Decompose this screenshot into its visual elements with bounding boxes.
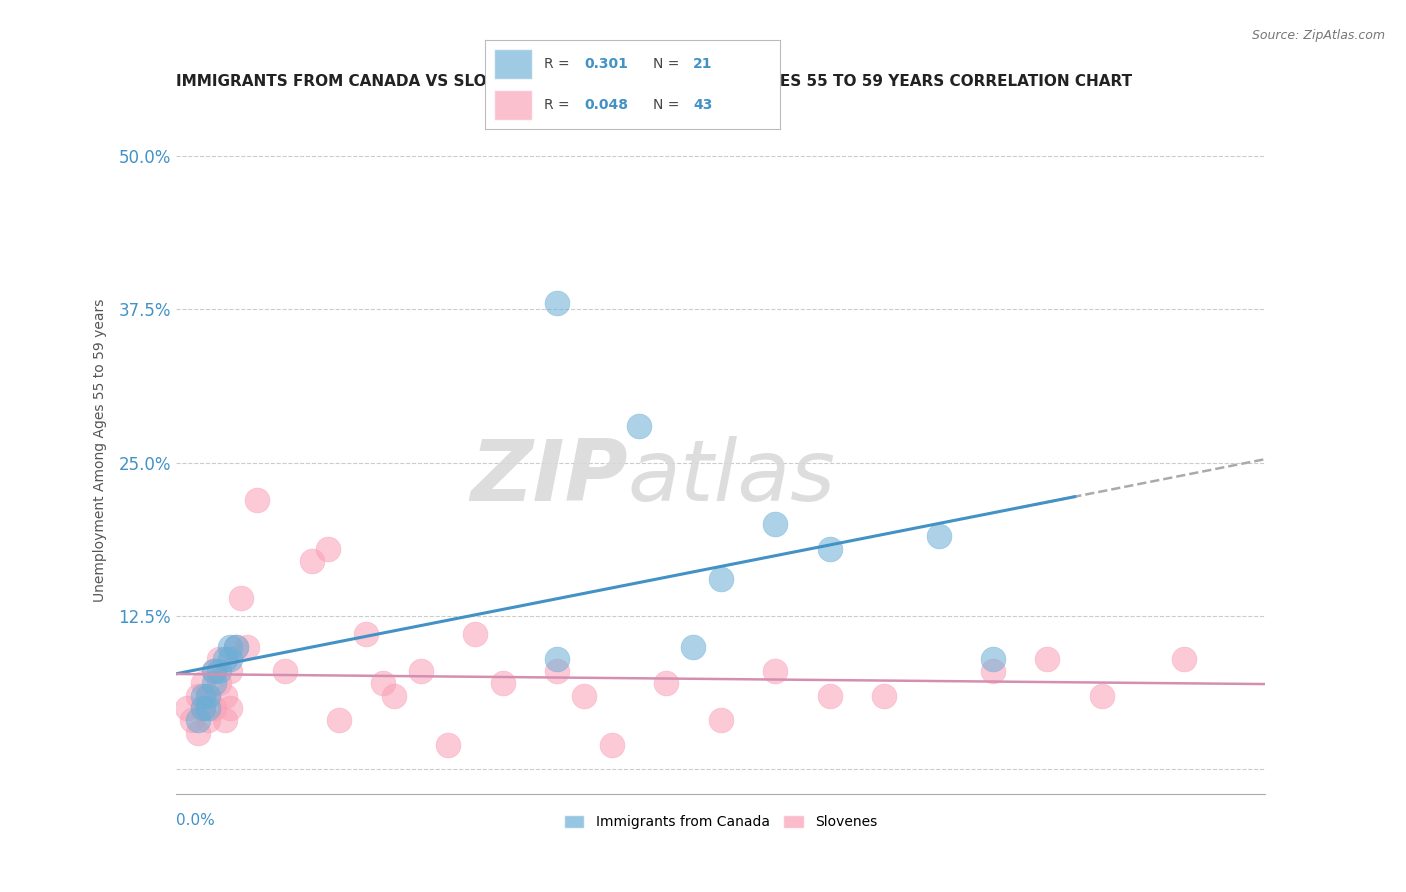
Point (202, 664, 225, 679)
Point (246, 492, 269, 507)
Point (214, 714, 236, 728)
Point (763, 517, 786, 532)
Legend: Immigrants from Canada, Slovenes: Immigrants from Canada, Slovenes (558, 810, 883, 835)
Point (873, 689, 896, 703)
FancyBboxPatch shape (494, 49, 533, 79)
Point (181, 714, 204, 728)
Point (1036, 652, 1059, 666)
Text: N =: N = (654, 98, 685, 112)
Y-axis label: Unemployment Among Ages 55 to 59 years: Unemployment Among Ages 55 to 59 years (93, 299, 107, 602)
FancyBboxPatch shape (494, 90, 533, 120)
Point (1173, 652, 1195, 666)
Point (225, 640, 247, 654)
Point (437, 738, 460, 752)
Text: 0.0%: 0.0% (176, 814, 215, 828)
Point (186, 714, 209, 728)
Text: atlas: atlas (628, 436, 837, 519)
Text: 0.301: 0.301 (583, 57, 628, 71)
Point (214, 689, 236, 703)
Point (186, 689, 209, 703)
Point (328, 714, 350, 728)
Point (231, 591, 253, 605)
Point (655, 676, 678, 690)
Point (219, 701, 242, 715)
Text: R =: R = (544, 98, 574, 112)
Point (574, 689, 596, 703)
Point (981, 664, 1004, 679)
Text: Source: ZipAtlas.com: Source: ZipAtlas.com (1251, 29, 1385, 42)
Point (191, 701, 214, 715)
Point (197, 701, 219, 715)
Point (208, 652, 231, 666)
Point (225, 640, 247, 654)
Point (301, 554, 323, 568)
Point (682, 640, 704, 654)
Text: 0.048: 0.048 (583, 98, 628, 112)
Point (219, 664, 242, 679)
Point (208, 676, 231, 690)
Point (464, 627, 486, 641)
Point (928, 529, 950, 543)
Point (546, 664, 568, 679)
Point (191, 701, 214, 715)
Point (197, 689, 219, 703)
Point (409, 664, 432, 679)
Point (202, 676, 225, 690)
Point (546, 296, 568, 310)
Point (600, 738, 623, 752)
Point (763, 664, 786, 679)
Point (710, 714, 733, 728)
Text: IMMIGRANTS FROM CANADA VS SLOVENE UNEMPLOYMENT AMONG AGES 55 TO 59 YEARS CORRELA: IMMIGRANTS FROM CANADA VS SLOVENE UNEMPL… (176, 74, 1132, 89)
Point (318, 541, 340, 556)
Point (202, 701, 225, 715)
Point (1091, 689, 1114, 703)
Point (191, 689, 214, 703)
Point (356, 627, 378, 641)
Point (208, 664, 231, 679)
Point (274, 664, 297, 679)
Point (710, 572, 733, 586)
Text: R =: R = (544, 57, 574, 71)
Point (214, 652, 236, 666)
Point (176, 701, 198, 715)
Point (371, 676, 394, 690)
Point (186, 725, 209, 739)
Point (546, 652, 568, 666)
Point (818, 689, 841, 703)
Text: ZIP: ZIP (471, 436, 628, 519)
Point (235, 640, 257, 654)
Text: N =: N = (654, 57, 685, 71)
Point (197, 689, 219, 703)
Point (382, 689, 405, 703)
Point (981, 652, 1004, 666)
Point (219, 652, 242, 666)
Point (492, 676, 515, 690)
Point (627, 419, 650, 434)
Text: 43: 43 (693, 98, 713, 112)
Point (202, 664, 225, 679)
Point (191, 676, 214, 690)
Point (818, 541, 841, 556)
Point (197, 714, 219, 728)
Point (219, 640, 242, 654)
Text: 21: 21 (693, 57, 713, 71)
